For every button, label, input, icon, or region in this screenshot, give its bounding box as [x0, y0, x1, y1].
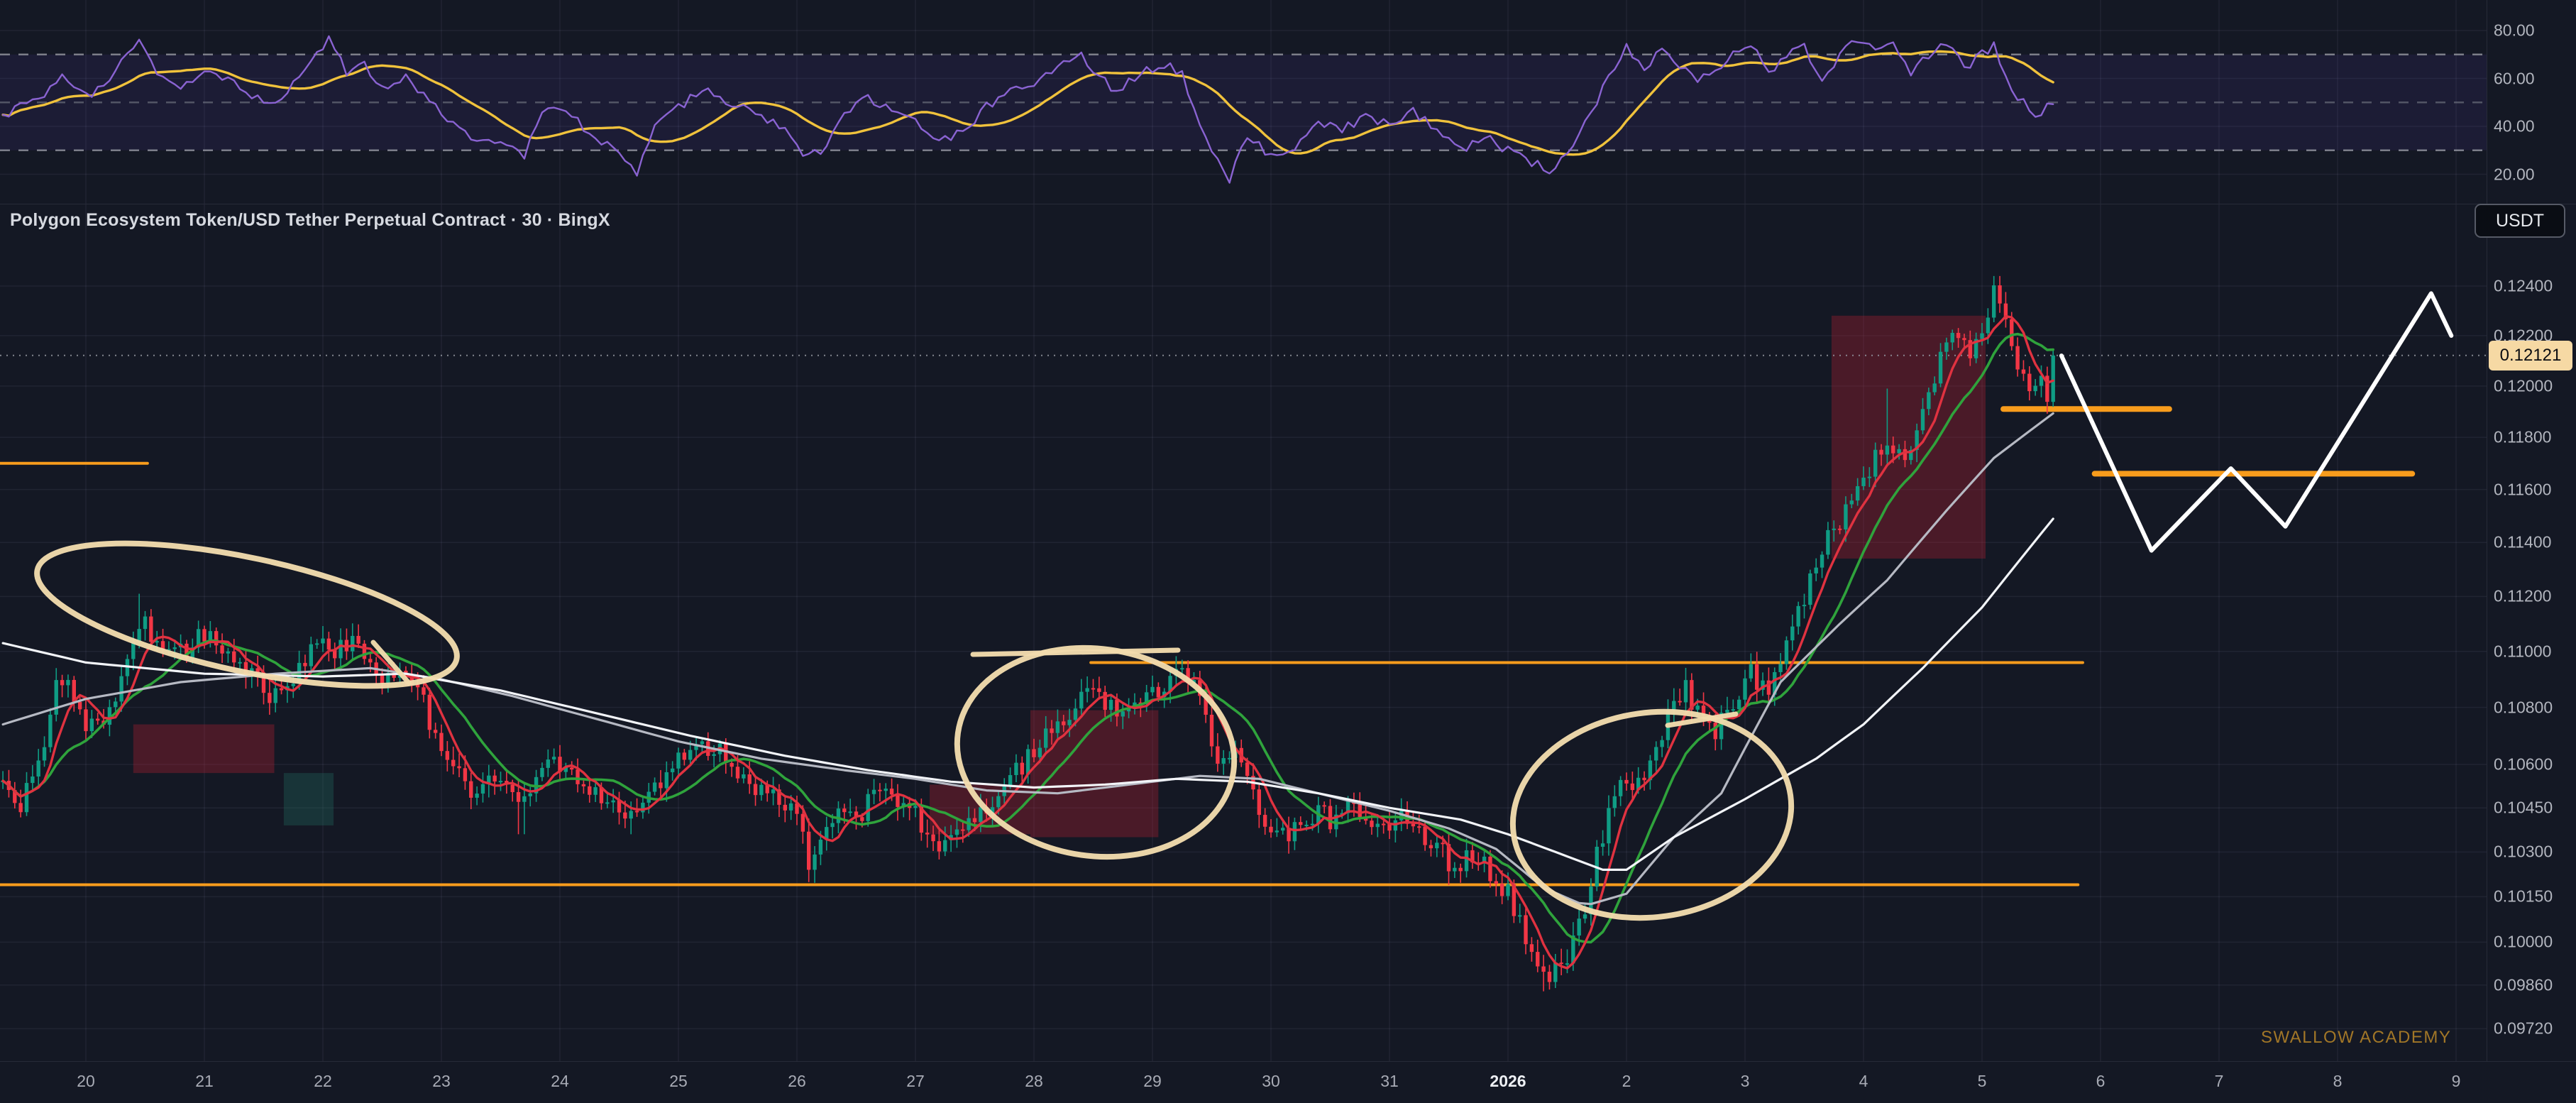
hand-drawn-stroke[interactable]: [370, 640, 412, 686]
watermark: SWALLOW ACADEMY: [2261, 1028, 2452, 1047]
price-axis-label: 0.09720: [2494, 1019, 2553, 1038]
red-zone-box[interactable]: [133, 724, 275, 774]
hand-drawn-ellipse[interactable]: [1499, 694, 1805, 935]
ma-gray-line: [1, 412, 2054, 906]
time-axis-label: 7: [2214, 1072, 2224, 1090]
time-axis-label: 3: [1740, 1072, 1750, 1090]
time-axis-label: 6: [2096, 1072, 2106, 1090]
time-axis-label: 29: [1143, 1072, 1162, 1090]
rsi-axis-label: 80.00: [2494, 21, 2535, 40]
ma-red-line: [1, 314, 2054, 970]
time-axis-label: 9: [2451, 1072, 2461, 1090]
ma-white-line: [1, 517, 2054, 872]
price-axis-label: 0.11000: [2494, 642, 2552, 661]
symbol-title[interactable]: Polygon Ecosystem Token/USD Tether Perpe…: [10, 210, 610, 230]
time-axis-label: 4: [1859, 1072, 1868, 1090]
main-chart-pane[interactable]: [0, 204, 2576, 1061]
time-axis-label: 26: [788, 1072, 806, 1090]
time-axis-separator: [0, 1061, 2576, 1062]
last-price-tag: 0.12121: [2489, 340, 2572, 371]
hand-drawn-stroke[interactable]: [1665, 711, 1739, 728]
time-axis-label: 21: [195, 1072, 214, 1090]
red-zone-box[interactable]: [1030, 710, 1159, 838]
price-axis-label: 0.10300: [2494, 842, 2553, 861]
time-axis-label: 30: [1262, 1072, 1280, 1090]
time-axis-label: 23: [432, 1072, 451, 1090]
price-axis-label: 0.11400: [2494, 532, 2552, 552]
hand-drawn-stroke[interactable]: [970, 647, 1181, 657]
price-axis-label: 0.12000: [2494, 376, 2553, 395]
time-axis-label: 2: [1622, 1072, 1631, 1090]
rsi-axis-label: 20.00: [2494, 165, 2535, 183]
rsi-axis-label: 40.00: [2494, 116, 2535, 136]
time-axis-label: 20: [77, 1072, 95, 1090]
price-axis-label: 0.11800: [2494, 427, 2552, 446]
time-axis-label: 2026: [1490, 1072, 1526, 1090]
time-axis-label: 31: [1380, 1072, 1399, 1090]
price-axis-label: 0.10150: [2494, 887, 2553, 906]
teal-zone-box[interactable]: [283, 773, 334, 825]
rsi-axis-label: 60.00: [2494, 69, 2535, 87]
price-axis-label: 0.10800: [2494, 698, 2553, 717]
time-axis-label: 25: [669, 1072, 688, 1090]
ma-green-line: [1, 332, 2054, 944]
price-axis-label: 0.10450: [2494, 798, 2553, 817]
price-axis-label: 0.11200: [2494, 586, 2552, 605]
time-axis-label: 24: [551, 1072, 569, 1090]
time-axis-label: 27: [906, 1072, 925, 1090]
price-axis-label: 0.09860: [2494, 975, 2553, 994]
currency-toggle-button[interactable]: USDT: [2475, 204, 2565, 238]
time-axis-label: 28: [1025, 1072, 1043, 1090]
rsi-pane[interactable]: [0, 0, 2576, 204]
rsi-line: [1, 35, 2054, 184]
time-axis-label: 5: [1977, 1072, 1987, 1090]
time-axis-label: 8: [2333, 1072, 2343, 1090]
projection-zigzag-line[interactable]: [2059, 291, 2454, 553]
price-axis-label: 0.12400: [2494, 276, 2553, 295]
price-axis-label: 0.10600: [2494, 754, 2553, 774]
hand-drawn-ellipse[interactable]: [26, 515, 468, 715]
time-axis-label: 22: [314, 1072, 332, 1090]
price-axis-label: 0.10000: [2494, 932, 2553, 951]
rsi-ma-line: [1, 50, 2054, 156]
price-axis-label: 0.11600: [2494, 480, 2552, 499]
